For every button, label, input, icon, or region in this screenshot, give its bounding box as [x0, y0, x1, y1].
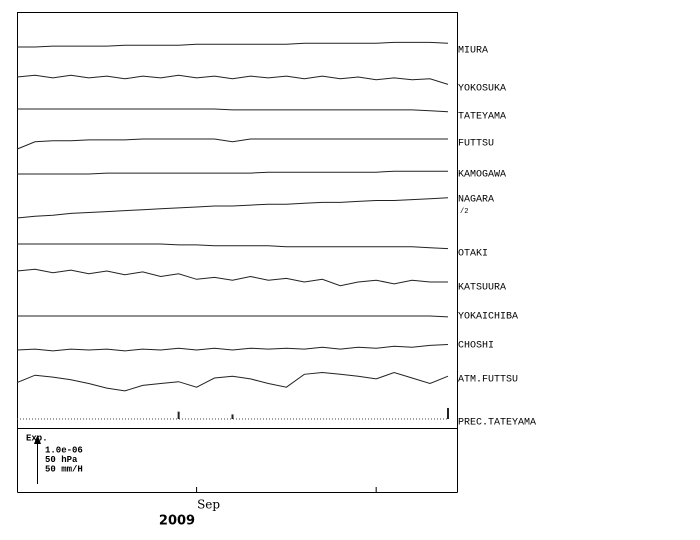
series-label: CHOSHI	[458, 341, 494, 352]
series-label: NAGARA	[458, 195, 494, 206]
trace	[17, 41, 449, 48]
trace	[16, 344, 449, 352]
trace	[17, 243, 449, 250]
series-label: OTAKI	[458, 249, 488, 260]
scale-label: 1.0e-06	[45, 445, 83, 455]
precip-bar	[447, 407, 449, 419]
trace	[16, 371, 449, 392]
precip-bar	[177, 411, 180, 419]
x-tick-label: Sep	[197, 498, 220, 512]
series-label: KATSUURA	[458, 283, 506, 294]
series-note: /2	[460, 208, 468, 216]
scale-label: 50 hPa	[45, 455, 78, 465]
series-label: YOKOSUKA	[458, 84, 506, 95]
trace	[17, 170, 448, 175]
series-label: KAMOGAWA	[458, 170, 506, 181]
series-label: TATEYAMA	[458, 112, 506, 123]
series-label: FUTTSU	[458, 139, 494, 150]
precip-bar	[231, 414, 234, 419]
trace	[16, 268, 448, 287]
x-axis-label: 2009	[159, 514, 195, 529]
scale-label: 50 mm/H	[45, 464, 83, 474]
trace	[17, 108, 449, 113]
trace	[16, 74, 449, 85]
series-label: MIURA	[458, 46, 488, 57]
series-label: ATM.FUTTSU	[458, 375, 518, 386]
trace	[16, 138, 448, 150]
trace	[16, 197, 449, 219]
trace	[17, 315, 449, 318]
series-label: PREC.TATEYAMA	[458, 418, 536, 429]
scale-arrow	[34, 435, 41, 444]
series-label: YOKAICHIBA	[458, 312, 518, 323]
